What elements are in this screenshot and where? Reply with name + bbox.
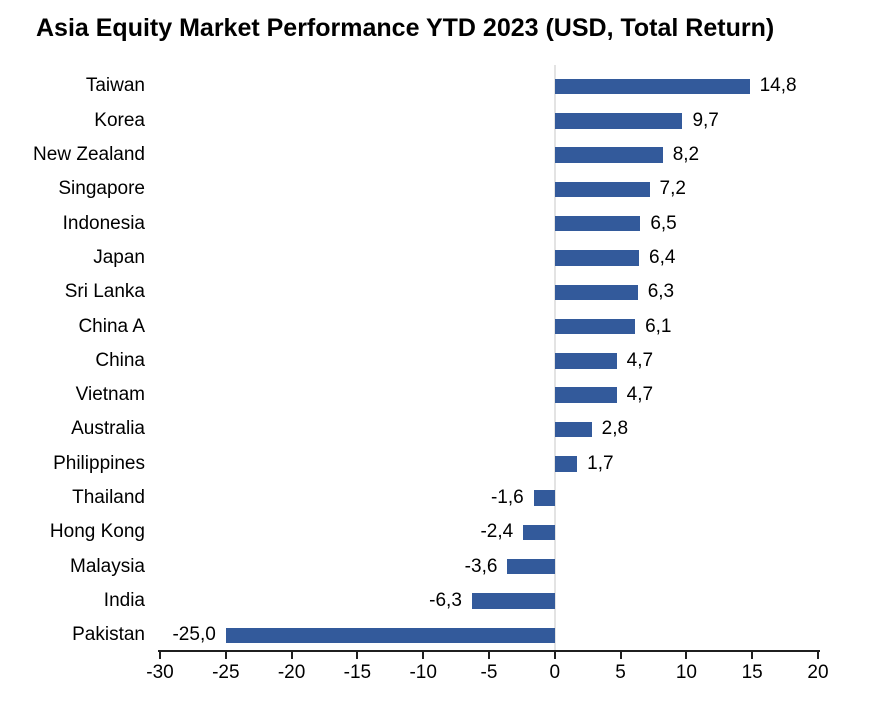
category-label: Philippines bbox=[53, 452, 145, 474]
category-label: Singapore bbox=[58, 178, 145, 200]
bar bbox=[554, 147, 663, 163]
bar bbox=[471, 593, 555, 609]
category-label: Thailand bbox=[72, 487, 145, 509]
category-label: Australia bbox=[71, 418, 145, 440]
category-label: Sri Lanka bbox=[64, 281, 145, 303]
value-label: 6,5 bbox=[650, 212, 677, 234]
bar bbox=[554, 113, 683, 129]
bar bbox=[523, 524, 555, 541]
bar bbox=[554, 284, 638, 300]
value-label: 1,7 bbox=[587, 452, 614, 474]
bar bbox=[225, 627, 555, 643]
x-axis-tick-label: -25 bbox=[212, 662, 240, 683]
bar bbox=[554, 215, 641, 232]
bar bbox=[554, 421, 592, 438]
x-axis-tick-label: -15 bbox=[343, 662, 372, 683]
category-label: China A bbox=[78, 315, 145, 337]
x-axis-tick-label: -10 bbox=[409, 662, 437, 683]
x-axis-tick bbox=[290, 652, 293, 659]
bar bbox=[554, 353, 617, 369]
value-label: 8,2 bbox=[672, 144, 700, 166]
category-label: Malaysia bbox=[70, 555, 145, 577]
x-axis-tick bbox=[553, 652, 556, 659]
value-label: -3,6 bbox=[464, 555, 498, 577]
value-label: 9,7 bbox=[692, 109, 719, 131]
x-axis-tick bbox=[751, 652, 754, 659]
x-axis-tick-label: 20 bbox=[807, 662, 829, 683]
value-label: 4,7 bbox=[626, 349, 654, 371]
value-label: -25,0 bbox=[172, 624, 216, 646]
bar bbox=[507, 558, 555, 575]
x-axis-tick-label: 15 bbox=[741, 662, 763, 683]
value-label: -6,3 bbox=[429, 589, 462, 611]
category-label: China bbox=[95, 349, 145, 371]
category-label: Pakistan bbox=[72, 624, 145, 646]
x-axis-tick bbox=[488, 652, 490, 659]
x-axis-tick-label: 5 bbox=[615, 662, 626, 683]
x-axis-tick-label: -30 bbox=[146, 662, 174, 683]
category-label: Vietnam bbox=[75, 384, 145, 406]
value-label: -1,6 bbox=[490, 487, 524, 509]
bar bbox=[554, 456, 578, 472]
category-label: Hong Kong bbox=[49, 521, 145, 543]
x-axis-tick bbox=[224, 652, 227, 659]
category-label: Japan bbox=[93, 246, 145, 268]
bar bbox=[554, 78, 750, 95]
category-label: India bbox=[103, 589, 145, 611]
category-label: Indonesia bbox=[62, 212, 145, 234]
value-label: 6,3 bbox=[647, 281, 675, 303]
x-axis-tick-label: -5 bbox=[480, 662, 498, 683]
x-axis-tick-label: 0 bbox=[549, 662, 561, 683]
x-axis-tick bbox=[159, 652, 161, 659]
value-label: 4,7 bbox=[626, 384, 654, 406]
chart-title: Asia Equity Market Performance YTD 2023 … bbox=[36, 14, 775, 42]
x-axis-tick-label: 10 bbox=[675, 662, 697, 683]
bar bbox=[554, 387, 617, 403]
value-label: -2,4 bbox=[480, 521, 514, 543]
value-label: 14,8 bbox=[759, 75, 797, 97]
value-label: 2,8 bbox=[601, 418, 629, 440]
category-label: Taiwan bbox=[85, 75, 145, 97]
category-label: Korea bbox=[94, 109, 145, 131]
category-label: New Zealand bbox=[33, 144, 145, 166]
bar bbox=[533, 490, 555, 506]
x-axis-tick bbox=[817, 652, 819, 659]
bar bbox=[554, 181, 650, 198]
x-axis-tick bbox=[685, 652, 688, 659]
x-axis-tick-label: -20 bbox=[277, 662, 306, 683]
x-axis-tick bbox=[422, 652, 425, 659]
x-axis-tick bbox=[619, 652, 622, 659]
value-label: 6,1 bbox=[645, 315, 672, 337]
bar bbox=[554, 318, 636, 335]
bar bbox=[554, 250, 640, 266]
value-label: 6,4 bbox=[649, 246, 676, 268]
x-axis-tick bbox=[356, 652, 359, 659]
value-label: 7,2 bbox=[659, 178, 686, 200]
x-axis-line bbox=[158, 650, 820, 652]
